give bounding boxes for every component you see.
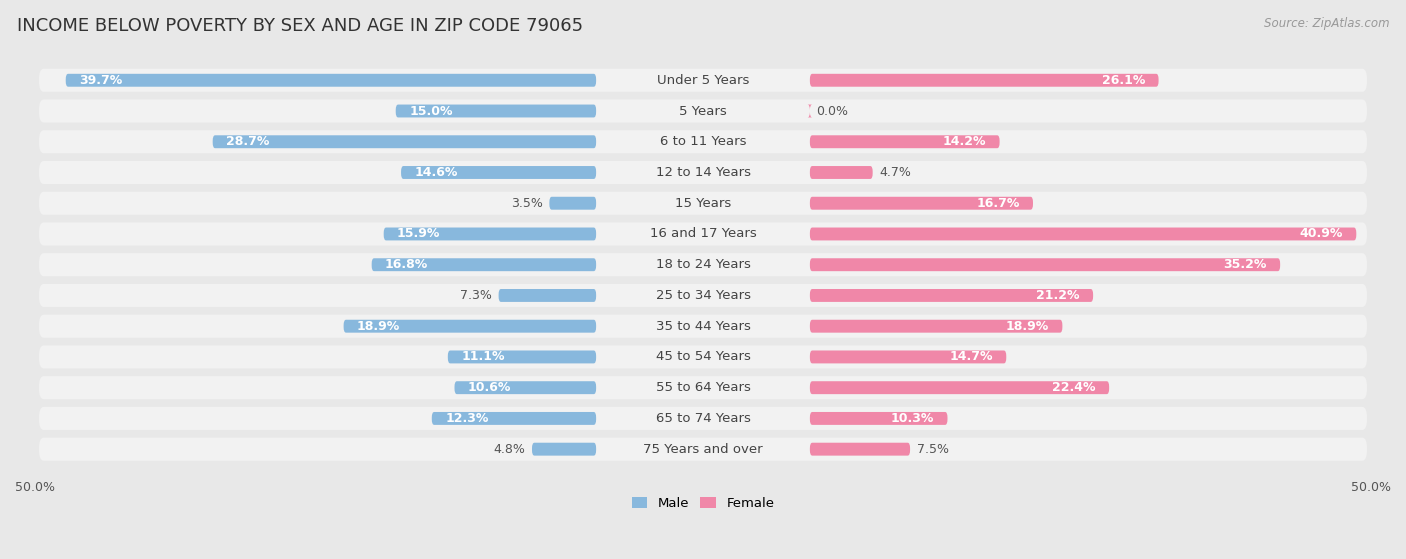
FancyBboxPatch shape <box>810 258 1279 271</box>
Text: 18.9%: 18.9% <box>357 320 401 333</box>
Text: 6 to 11 Years: 6 to 11 Years <box>659 135 747 148</box>
Text: 12 to 14 Years: 12 to 14 Years <box>655 166 751 179</box>
Text: 14.6%: 14.6% <box>415 166 458 179</box>
FancyBboxPatch shape <box>550 197 596 210</box>
Text: Source: ZipAtlas.com: Source: ZipAtlas.com <box>1264 17 1389 30</box>
Text: 18 to 24 Years: 18 to 24 Years <box>655 258 751 271</box>
FancyBboxPatch shape <box>810 381 1109 394</box>
Text: 7.5%: 7.5% <box>917 443 949 456</box>
FancyBboxPatch shape <box>39 284 1367 307</box>
FancyBboxPatch shape <box>371 258 596 271</box>
Text: 28.7%: 28.7% <box>226 135 270 148</box>
Text: 7.3%: 7.3% <box>460 289 492 302</box>
FancyBboxPatch shape <box>810 289 1092 302</box>
Text: 15.9%: 15.9% <box>396 228 440 240</box>
FancyBboxPatch shape <box>401 166 596 179</box>
Text: 4.7%: 4.7% <box>879 166 911 179</box>
Text: 11.1%: 11.1% <box>461 350 505 363</box>
Text: 22.4%: 22.4% <box>1052 381 1095 394</box>
FancyBboxPatch shape <box>384 228 596 240</box>
FancyBboxPatch shape <box>454 381 596 394</box>
FancyBboxPatch shape <box>810 443 910 456</box>
FancyBboxPatch shape <box>449 350 596 363</box>
Text: 14.7%: 14.7% <box>949 350 993 363</box>
Text: 35.2%: 35.2% <box>1223 258 1267 271</box>
Text: 16 and 17 Years: 16 and 17 Years <box>650 228 756 240</box>
Text: 55 to 64 Years: 55 to 64 Years <box>655 381 751 394</box>
FancyBboxPatch shape <box>810 412 948 425</box>
FancyBboxPatch shape <box>39 130 1367 153</box>
FancyBboxPatch shape <box>39 222 1367 245</box>
FancyBboxPatch shape <box>810 166 873 179</box>
Text: 26.1%: 26.1% <box>1102 74 1146 87</box>
FancyBboxPatch shape <box>39 438 1367 461</box>
Text: 15.0%: 15.0% <box>409 105 453 117</box>
FancyBboxPatch shape <box>810 135 1000 148</box>
Text: 5 Years: 5 Years <box>679 105 727 117</box>
FancyBboxPatch shape <box>39 69 1367 92</box>
Text: 35 to 44 Years: 35 to 44 Years <box>655 320 751 333</box>
FancyBboxPatch shape <box>39 315 1367 338</box>
FancyBboxPatch shape <box>810 197 1033 210</box>
FancyBboxPatch shape <box>810 228 1357 240</box>
Text: INCOME BELOW POVERTY BY SEX AND AGE IN ZIP CODE 79065: INCOME BELOW POVERTY BY SEX AND AGE IN Z… <box>17 17 583 35</box>
FancyBboxPatch shape <box>39 161 1367 184</box>
FancyBboxPatch shape <box>39 345 1367 368</box>
Text: 18.9%: 18.9% <box>1005 320 1049 333</box>
FancyBboxPatch shape <box>810 350 1007 363</box>
FancyBboxPatch shape <box>531 443 596 456</box>
Text: 12.3%: 12.3% <box>446 412 488 425</box>
FancyBboxPatch shape <box>39 100 1367 122</box>
Text: Under 5 Years: Under 5 Years <box>657 74 749 87</box>
Text: 65 to 74 Years: 65 to 74 Years <box>655 412 751 425</box>
FancyBboxPatch shape <box>810 74 1159 87</box>
Text: 25 to 34 Years: 25 to 34 Years <box>655 289 751 302</box>
FancyBboxPatch shape <box>499 289 596 302</box>
FancyBboxPatch shape <box>395 105 596 117</box>
Text: 39.7%: 39.7% <box>79 74 122 87</box>
Text: 16.7%: 16.7% <box>976 197 1019 210</box>
Text: 21.2%: 21.2% <box>1036 289 1080 302</box>
FancyBboxPatch shape <box>39 407 1367 430</box>
Text: 15 Years: 15 Years <box>675 197 731 210</box>
Text: 10.6%: 10.6% <box>468 381 512 394</box>
FancyBboxPatch shape <box>66 74 596 87</box>
FancyBboxPatch shape <box>343 320 596 333</box>
Text: 75 Years and over: 75 Years and over <box>643 443 763 456</box>
FancyBboxPatch shape <box>39 376 1367 399</box>
Text: 0.0%: 0.0% <box>817 105 849 117</box>
Text: 40.9%: 40.9% <box>1299 228 1343 240</box>
Text: 14.2%: 14.2% <box>943 135 986 148</box>
Legend: Male, Female: Male, Female <box>626 491 780 515</box>
Text: 3.5%: 3.5% <box>510 197 543 210</box>
Text: 10.3%: 10.3% <box>891 412 934 425</box>
FancyBboxPatch shape <box>810 320 1063 333</box>
FancyBboxPatch shape <box>807 105 813 117</box>
Text: 45 to 54 Years: 45 to 54 Years <box>655 350 751 363</box>
Text: 4.8%: 4.8% <box>494 443 526 456</box>
FancyBboxPatch shape <box>212 135 596 148</box>
FancyBboxPatch shape <box>39 253 1367 276</box>
Text: 16.8%: 16.8% <box>385 258 429 271</box>
FancyBboxPatch shape <box>39 192 1367 215</box>
FancyBboxPatch shape <box>432 412 596 425</box>
